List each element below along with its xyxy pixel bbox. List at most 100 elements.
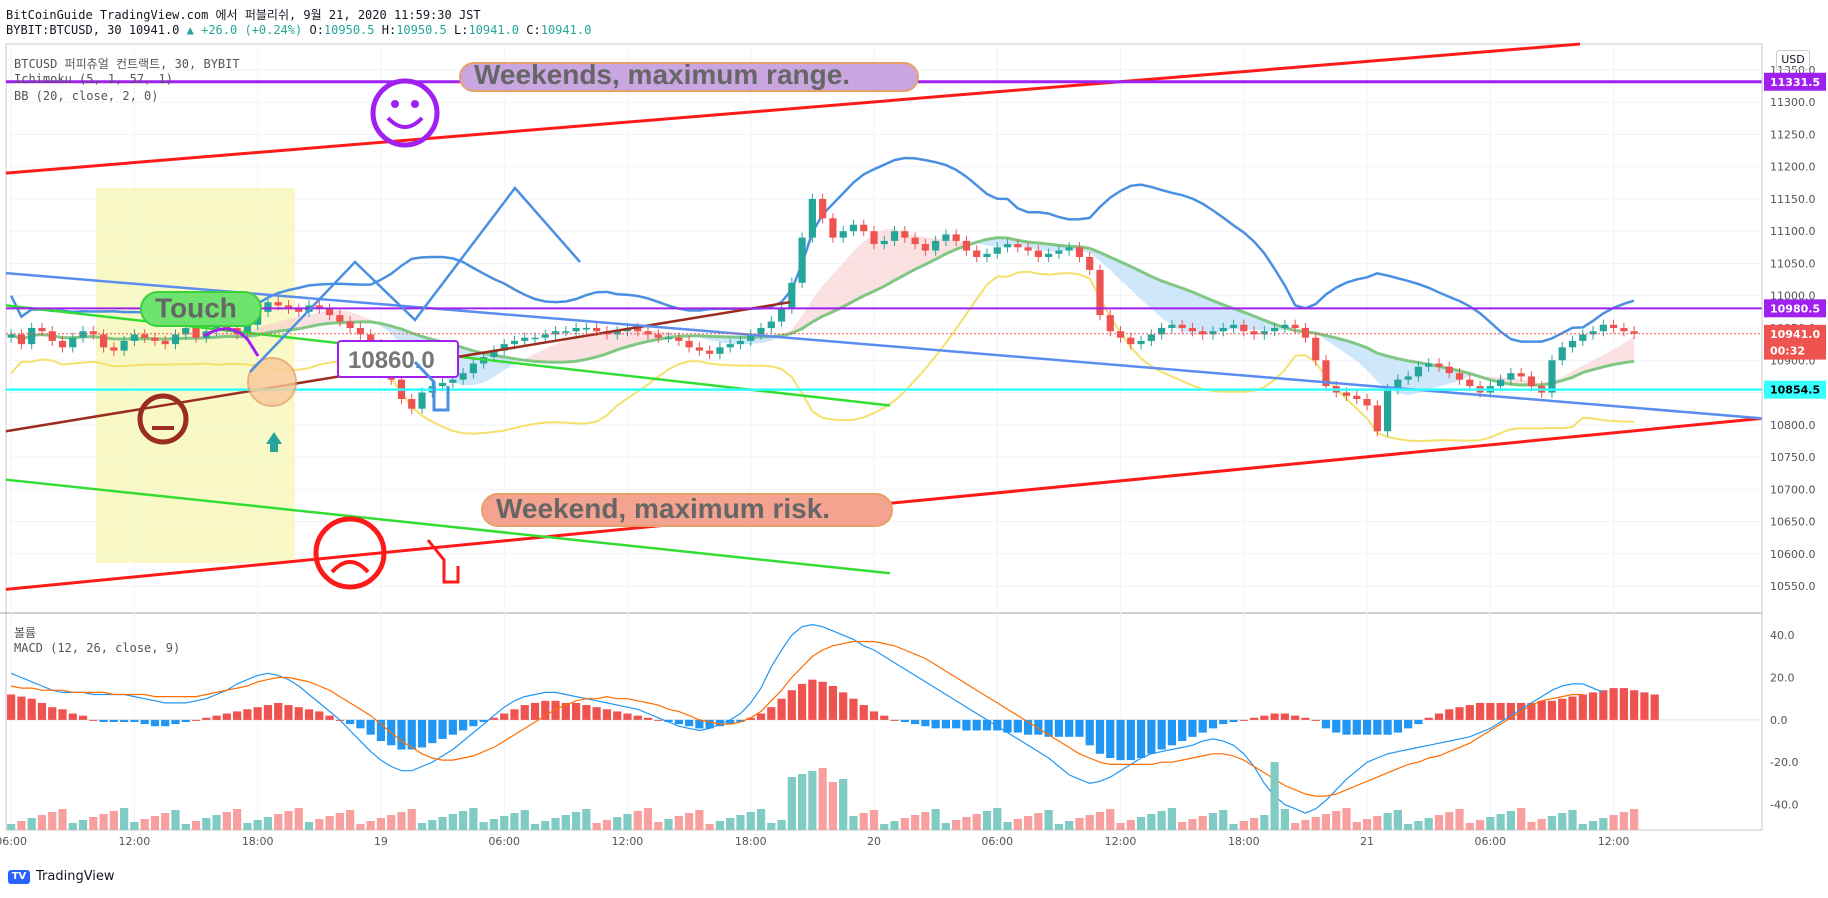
volume-bar bbox=[27, 818, 36, 830]
macd-histogram-bar bbox=[664, 719, 673, 722]
volume-bar bbox=[1249, 818, 1259, 830]
macd-histogram-bar bbox=[1496, 702, 1505, 720]
candle bbox=[973, 250, 981, 257]
candle bbox=[932, 240, 940, 251]
low-value: 10941.0 bbox=[468, 23, 520, 37]
volume-bar bbox=[684, 813, 694, 830]
volume-bar bbox=[551, 818, 560, 830]
macd-histogram-bar bbox=[1147, 719, 1156, 754]
ichimoku-cloud-segment bbox=[1572, 365, 1583, 378]
candle bbox=[521, 337, 529, 341]
volume-bar bbox=[787, 777, 796, 830]
macd-histogram-bar bbox=[27, 698, 36, 720]
volume-bar bbox=[695, 810, 704, 830]
candle bbox=[438, 382, 447, 387]
ichimoku-cloud-segment bbox=[535, 348, 546, 363]
volume-bar bbox=[1537, 819, 1546, 830]
volume-bar bbox=[972, 814, 981, 830]
purple-scribble bbox=[203, 327, 260, 357]
macd-histogram-bar bbox=[869, 711, 879, 720]
candle bbox=[264, 302, 272, 312]
price-label-badge bbox=[1764, 299, 1826, 318]
macd-histogram-bar bbox=[746, 717, 755, 720]
touch-annotation-bubble bbox=[140, 291, 262, 327]
volume-bar bbox=[1013, 819, 1022, 830]
volume-bar bbox=[1342, 808, 1351, 830]
projection-path-line bbox=[249, 186, 581, 373]
candle bbox=[1363, 399, 1371, 406]
volume-bar bbox=[993, 808, 1002, 830]
time-tick-label: 12:00 bbox=[612, 835, 644, 848]
macd-histogram-bar bbox=[120, 719, 129, 722]
macd-tick-label: -40.0 bbox=[1770, 799, 1798, 812]
macd-histogram-bar bbox=[684, 719, 694, 727]
macd-histogram-bar bbox=[571, 702, 581, 720]
macd-histogram-bar bbox=[839, 692, 848, 720]
macd-histogram-bar bbox=[1342, 719, 1351, 735]
macd-histogram-bar bbox=[1650, 694, 1659, 720]
blue-trend-line bbox=[5, 271, 1763, 420]
ichimoku-cloud-segment bbox=[832, 262, 844, 312]
volume-bar bbox=[705, 824, 714, 830]
macd-histogram-bar bbox=[1106, 719, 1115, 758]
candle bbox=[1199, 331, 1207, 335]
volume-bar bbox=[1578, 824, 1587, 830]
macd-histogram-bar bbox=[828, 686, 838, 720]
ichimoku-cloud-segment bbox=[1603, 349, 1614, 367]
candle bbox=[1178, 324, 1186, 328]
candle bbox=[901, 231, 909, 238]
candle bbox=[593, 328, 601, 332]
ohlc-line: BYBIT:BTCUSD, 30 10941.0 ▲ +26.0 (+0.24%… bbox=[6, 23, 591, 37]
candle bbox=[808, 198, 816, 238]
macd-histogram-bar bbox=[448, 719, 457, 735]
candle bbox=[613, 331, 621, 335]
macd-histogram-bar bbox=[592, 707, 601, 720]
macd-histogram-bar bbox=[1475, 702, 1485, 720]
candle bbox=[1630, 331, 1638, 334]
volume-bar bbox=[1075, 818, 1084, 830]
macd-histogram-bar bbox=[438, 719, 447, 739]
ichimoku-cloud-segment bbox=[1367, 347, 1378, 382]
macd-histogram-bar bbox=[191, 719, 201, 721]
candle bbox=[952, 234, 960, 241]
volume-bar bbox=[1003, 822, 1012, 830]
ichimoku-cloud-segment bbox=[812, 285, 823, 322]
volume-bar bbox=[1506, 811, 1515, 830]
volume-bar bbox=[530, 824, 540, 830]
currency-button[interactable]: USD bbox=[1776, 50, 1810, 70]
volume-bar bbox=[921, 812, 930, 830]
touch-annotation: Touch bbox=[155, 293, 237, 324]
price-label-badge bbox=[1764, 380, 1826, 399]
ichimoku-cloud-segment bbox=[863, 234, 874, 296]
ichimoku-cloud-segment bbox=[1202, 296, 1213, 334]
macd-histogram-bar bbox=[1558, 698, 1567, 720]
price-tick-label: 11150.0 bbox=[1770, 193, 1816, 206]
macd-histogram-bar bbox=[171, 719, 180, 725]
candle bbox=[541, 334, 549, 338]
volume-bar bbox=[1065, 821, 1074, 830]
candle bbox=[654, 334, 662, 338]
candle bbox=[1024, 247, 1032, 251]
ichimoku-cloud-segment bbox=[1192, 292, 1203, 334]
pointing-hand-blue-icon bbox=[413, 360, 450, 412]
candle bbox=[1527, 376, 1536, 387]
macd-histogram-bar bbox=[1157, 719, 1166, 750]
footer-brand: TV TradingView bbox=[8, 869, 115, 884]
volume-bar bbox=[602, 820, 612, 830]
macd-histogram-bar bbox=[1393, 719, 1402, 733]
candle bbox=[1322, 360, 1330, 387]
macd-histogram-bar bbox=[7, 694, 16, 720]
macd-histogram-bar bbox=[910, 719, 920, 725]
ichimoku-cloud-segment bbox=[278, 318, 289, 332]
macd-histogram-bar bbox=[1373, 719, 1382, 735]
macd-histogram-bar bbox=[1075, 719, 1084, 737]
ichimoku-cloud-segment bbox=[606, 331, 618, 354]
volume-bar bbox=[191, 821, 201, 830]
macd-histogram-bar bbox=[140, 719, 149, 725]
candle bbox=[757, 328, 765, 335]
macd-histogram-bar bbox=[623, 713, 632, 720]
candle bbox=[295, 308, 303, 312]
macd-histogram-bar bbox=[1537, 700, 1546, 720]
candle bbox=[921, 244, 929, 251]
